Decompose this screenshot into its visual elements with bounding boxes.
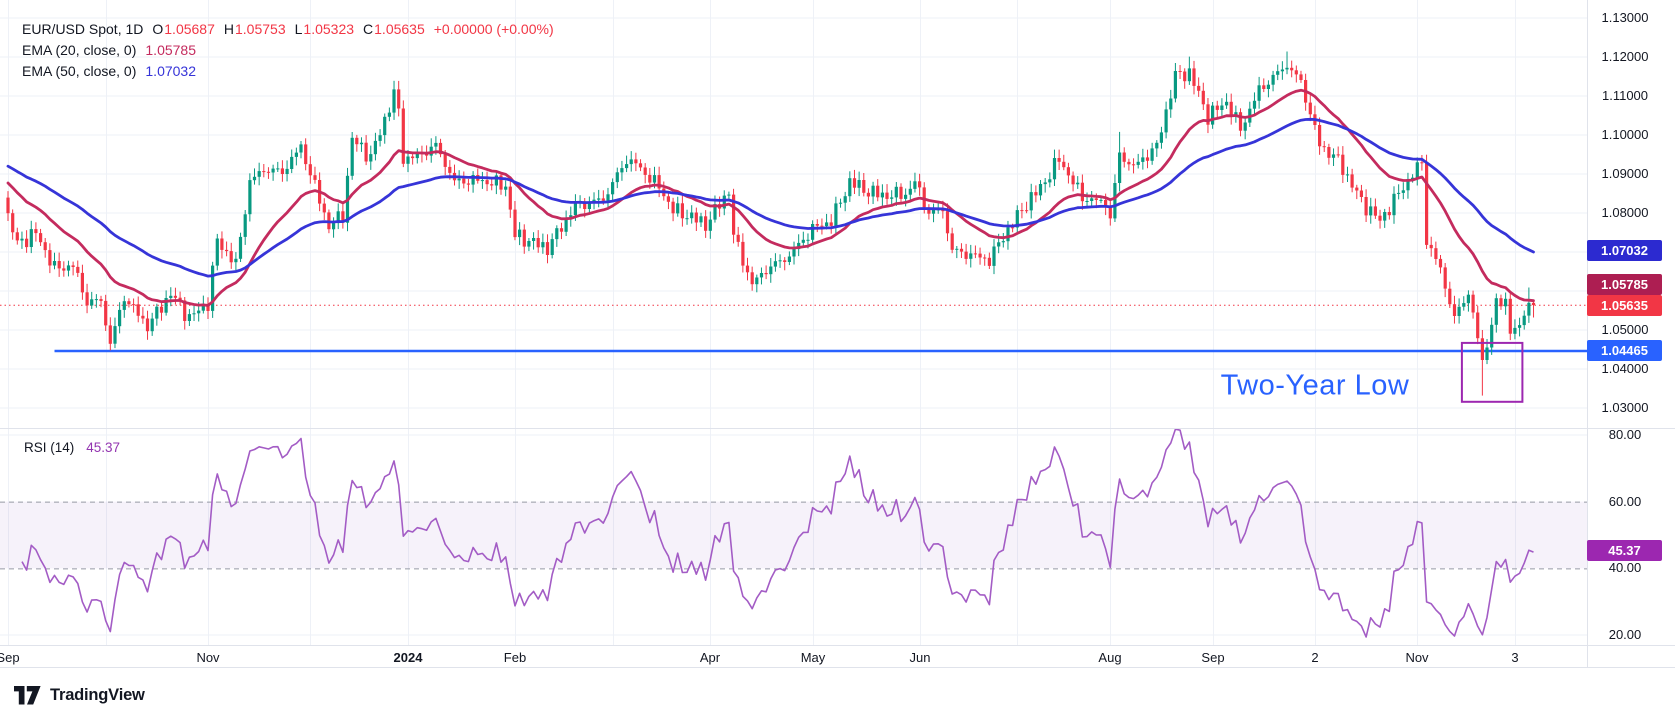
ohlc-low: L 1.05323 (294, 20, 355, 37)
ema50-label: EMA (50, close, 0) (22, 62, 137, 79)
rsi-line[interactable] (21, 428, 1534, 638)
time-axis-label: Aug (1098, 650, 1122, 665)
price-tag-1.07032: 1.07032 (1587, 240, 1662, 262)
time-axis-label: Nov (1405, 650, 1429, 665)
price-axis-label: 1.09000 (1601, 166, 1649, 181)
ema20-legend-row[interactable]: EMA (20, close, 0) 1.05785 (22, 39, 554, 60)
two-year-low-box[interactable] (1460, 341, 1524, 403)
symbol-title: EUR/USD Spot, 1D (22, 20, 144, 37)
price-axis-label: 1.03000 (1601, 400, 1649, 416)
rsi-axis-label: 80.00 (1608, 427, 1642, 442)
ema20-label: EMA (20, close, 0) (22, 41, 137, 58)
price-axis-label: 1.04000 (1601, 361, 1649, 377)
candles (6, 51, 1536, 396)
ohlc-open: O 1.05687 (152, 20, 215, 37)
time-axis-label: Sep (1201, 650, 1225, 665)
time-axis-label: Feb (503, 650, 527, 665)
symbol-legend-row[interactable]: EUR/USD Spot, 1D O 1.05687 H 1.05753 L 1.05… (22, 18, 554, 39)
price-axis-label: 1.11000 (1601, 87, 1649, 103)
main-legend: EUR/USD Spot, 1D O 1.05687 H 1.05753 L 1.05… (22, 18, 554, 81)
drawings (1460, 341, 1524, 403)
rsi-label: RSI (14) (24, 440, 75, 455)
rsi-band (0, 501, 1587, 570)
time-axis-label: Nov (196, 650, 220, 665)
ema20-value: 1.05785 (145, 41, 196, 58)
price-axis-label: 1.08000 (1601, 205, 1649, 221)
time-axis-label: Apr (699, 650, 721, 665)
rsi-tag: 45.37 (1587, 539, 1662, 561)
rsi-legend-row[interactable]: RSI (14) 45.37 (24, 440, 120, 455)
gridlines (0, 0, 1587, 645)
time-axis-label: 3 (1511, 650, 1519, 665)
two-year-low-label[interactable]: Two-Year Low (1220, 369, 1410, 402)
level-lines (0, 304, 1587, 353)
ema50-legend-row[interactable]: EMA (50, close, 0) 1.07032 (22, 60, 554, 81)
time-axis-label: 2024 (393, 650, 423, 665)
tradingview-wordmark: TradingView (50, 686, 145, 704)
time-axis-label: Jun (909, 650, 931, 665)
ohlc-close: C 1.05635 (363, 20, 425, 37)
tradingview-icon (14, 686, 41, 705)
rsi-value: 45.37 (86, 440, 121, 455)
change-value: +0.00000 (+0.00%) (433, 20, 554, 37)
rsi-axis-label: 60.00 (1608, 493, 1642, 509)
time-axis-label: May (800, 650, 826, 665)
ema20-line[interactable] (6, 88, 1535, 307)
time-axis-label: Sep (0, 650, 20, 665)
price-tag-1.05635: 1.05635 (1587, 294, 1662, 316)
rsi-plot (21, 428, 1534, 638)
tradingview-logo[interactable]: TradingView (14, 686, 145, 705)
rsi-axis-label: 20.00 (1608, 627, 1642, 642)
price-axis-label: 1.05000 (1601, 322, 1649, 338)
price-tag-1.04465: 1.04465 (1587, 340, 1662, 362)
ema50-value: 1.07032 (145, 62, 196, 79)
rsi-axis-label: 40.00 (1608, 560, 1642, 576)
time-axis-label: 2 (1311, 650, 1319, 665)
ema-lines (6, 88, 1535, 307)
price-axis-label: 1.12000 (1601, 48, 1649, 64)
price-tag-1.05785: 1.05785 (1587, 273, 1662, 295)
price-axis-label: 1.10000 (1601, 126, 1649, 142)
ema50-line[interactable] (6, 117, 1535, 278)
ohlc-high: H 1.05753 (223, 20, 286, 37)
price-axis-label: 1.13000 (1601, 9, 1649, 25)
